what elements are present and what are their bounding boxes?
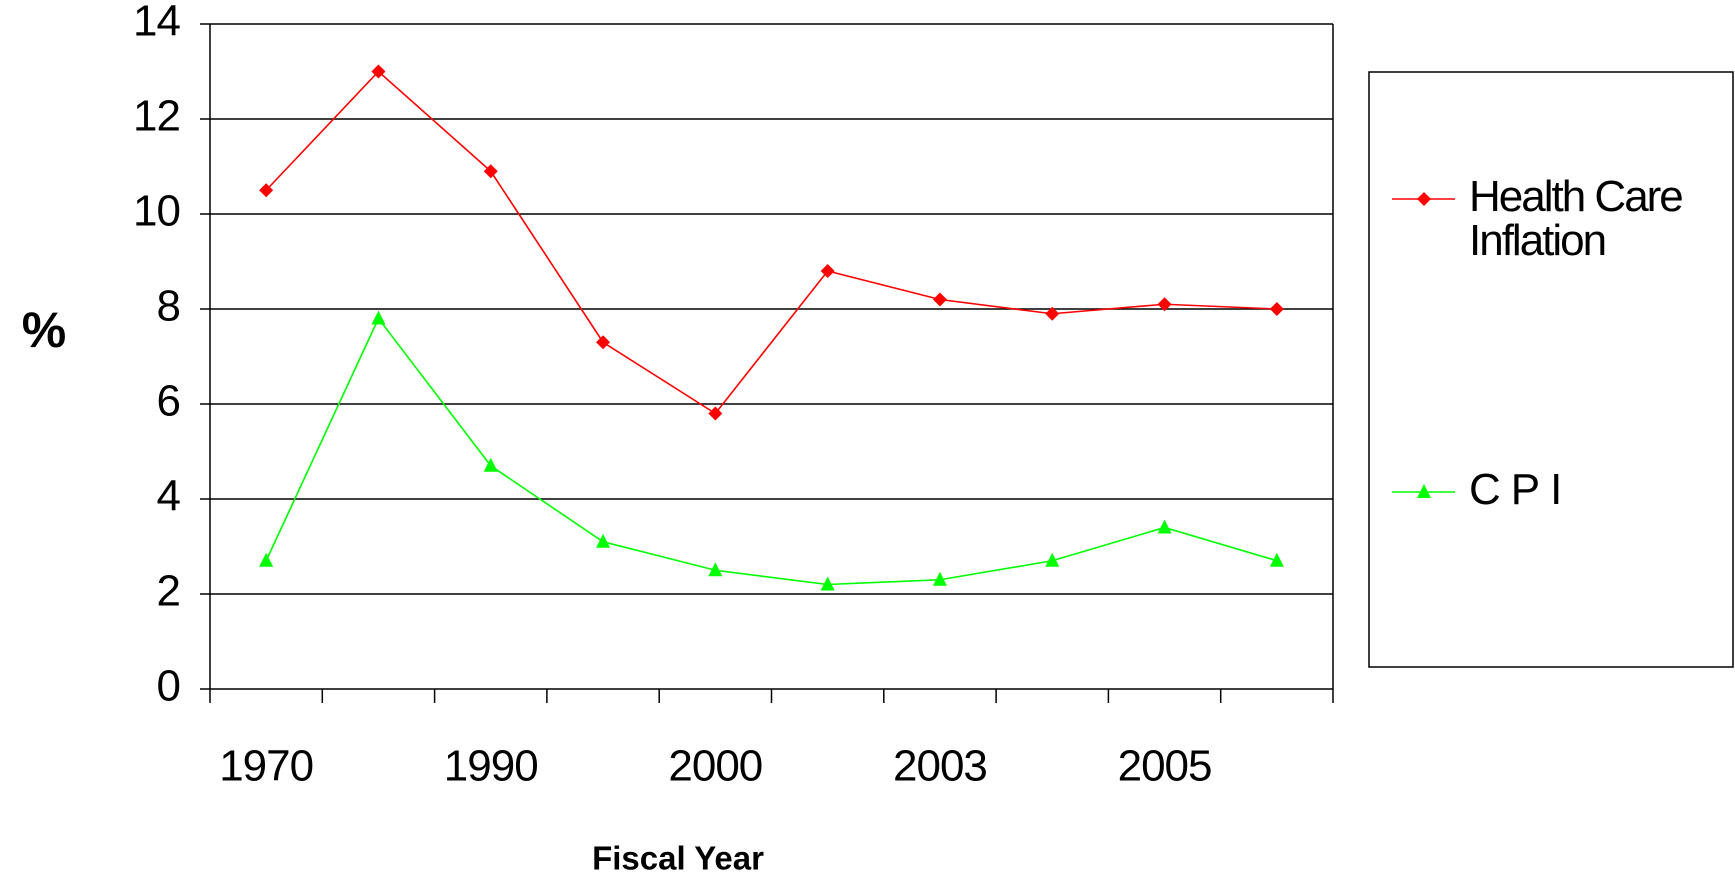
marker [708, 562, 723, 577]
marker [1417, 192, 1431, 206]
x-tick-label: 2000 [668, 742, 762, 791]
marker [371, 64, 386, 79]
y-axis-label: % [22, 302, 66, 358]
y-tick-label: 14 [133, 0, 180, 46]
marker [596, 335, 611, 350]
x-tick-label: 2005 [1118, 742, 1212, 791]
series-line [265, 70, 1277, 415]
y-tick-label: 6 [157, 377, 180, 426]
y-tick-label: 8 [157, 282, 180, 331]
marker [1417, 484, 1431, 498]
y-tick-label: 4 [157, 472, 181, 521]
marker [596, 533, 611, 548]
legend-label: Health Care Inflation [1469, 175, 1684, 265]
legend-entry: CPI [1469, 468, 1573, 514]
y-tick-label: 10 [133, 187, 180, 236]
marker [1157, 297, 1172, 312]
marker [1269, 302, 1284, 316]
marker [483, 164, 498, 179]
marker [259, 552, 274, 567]
marker [483, 457, 498, 472]
x-axis-label: Fiscal Year [592, 840, 764, 877]
marker [371, 310, 386, 325]
marker [708, 406, 723, 421]
marker [1269, 552, 1284, 567]
marker [820, 576, 835, 591]
marker [932, 571, 947, 586]
legend-box [1368, 71, 1734, 668]
marker [1157, 519, 1172, 534]
x-tick-label: 1990 [444, 742, 538, 791]
x-tick-label: 2003 [893, 742, 987, 791]
marker [820, 264, 835, 278]
marker [932, 292, 947, 307]
y-tick-label: 2 [157, 567, 180, 616]
series-line [265, 316, 1278, 586]
legend-entry: Health Care Inflation [1469, 175, 1684, 265]
y-tick-label: 0 [157, 662, 180, 711]
y-tick-label: 12 [133, 92, 180, 141]
marker [259, 183, 274, 198]
x-tick-label: 1970 [219, 742, 313, 791]
marker [1045, 552, 1060, 567]
marker [1045, 306, 1060, 321]
legend-label: CPI [1469, 468, 1573, 514]
